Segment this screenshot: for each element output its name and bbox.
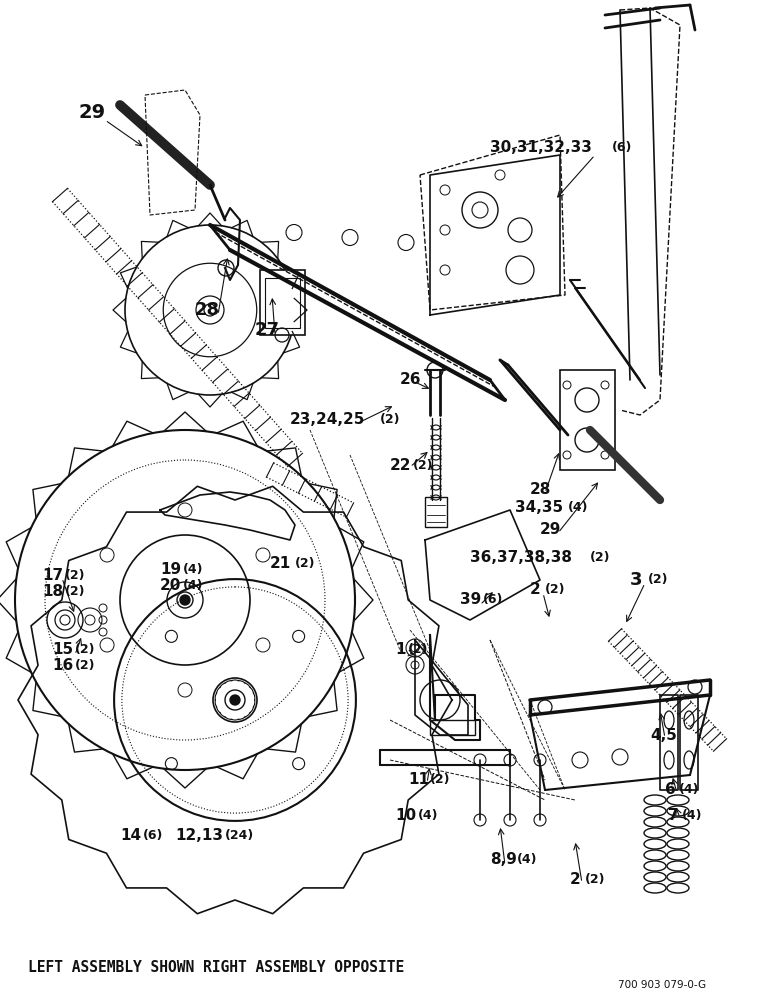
Text: (2): (2) [65, 568, 86, 582]
Circle shape [230, 695, 240, 705]
Text: (2): (2) [430, 774, 451, 786]
Text: (2): (2) [380, 414, 401, 426]
Text: 36,37,38,38: 36,37,38,38 [470, 550, 572, 566]
Text: (2): (2) [65, 585, 86, 598]
Text: (2): (2) [545, 584, 566, 596]
Text: 22: 22 [390, 458, 411, 473]
Text: 8,9: 8,9 [490, 852, 517, 867]
Bar [265, 278, 300, 328]
Text: 29: 29 [540, 522, 561, 538]
Text: 19: 19 [160, 562, 181, 578]
Text: 15: 15 [52, 643, 73, 658]
Text: (2): (2) [295, 556, 316, 570]
Text: (4): (4) [418, 808, 438, 822]
Bar [430, 720, 475, 735]
Text: 39: 39 [460, 592, 481, 607]
Bar [680, 695, 698, 790]
Text: (24): (24) [225, 828, 254, 842]
Text: (4): (4) [183, 580, 204, 592]
Text: 2: 2 [570, 872, 581, 888]
Text: 14: 14 [120, 828, 141, 842]
Text: (2): (2) [408, 644, 428, 656]
Circle shape [180, 595, 190, 605]
Text: (4): (4) [183, 564, 204, 576]
Text: (2): (2) [413, 458, 434, 472]
Text: 12,13: 12,13 [175, 828, 223, 842]
Text: 28: 28 [530, 483, 551, 497]
Bar [660, 695, 678, 790]
Text: (4): (4) [517, 854, 537, 866]
Text: (2): (2) [648, 574, 669, 586]
Text: (4): (4) [679, 784, 699, 796]
Text: (2): (2) [75, 660, 96, 672]
Text: 34,35: 34,35 [515, 500, 563, 516]
Text: 6: 6 [665, 782, 676, 798]
Text: 10: 10 [395, 808, 416, 822]
Text: (6): (6) [143, 828, 164, 842]
Text: 26: 26 [400, 372, 422, 387]
Text: 23,24,25: 23,24,25 [290, 412, 365, 428]
Text: (4): (4) [568, 502, 588, 514]
Text: 20: 20 [160, 578, 181, 593]
Bar [260, 270, 305, 335]
Text: (6): (6) [612, 141, 632, 154]
Text: (2): (2) [75, 644, 96, 656]
Text: 700 903 079-0-G: 700 903 079-0-G [618, 980, 706, 990]
Text: (6): (6) [483, 593, 503, 606]
Text: 11: 11 [408, 772, 429, 788]
Bar [425, 497, 447, 527]
Text: 3: 3 [630, 571, 642, 589]
Text: (2): (2) [585, 874, 605, 886]
Text: (4): (4) [682, 808, 703, 822]
Text: 4,5: 4,5 [650, 728, 677, 742]
Text: 2: 2 [530, 582, 540, 597]
Bar [560, 370, 615, 470]
Text: 1: 1 [395, 643, 405, 658]
Text: 21: 21 [270, 556, 291, 570]
Text: 16: 16 [52, 658, 73, 674]
Text: 29: 29 [78, 103, 105, 121]
Text: 28: 28 [195, 301, 220, 319]
Text: 27: 27 [255, 321, 280, 339]
Text: LEFT ASSEMBLY SHOWN RIGHT ASSEMBLY OPPOSITE: LEFT ASSEMBLY SHOWN RIGHT ASSEMBLY OPPOS… [28, 960, 405, 976]
Text: 18: 18 [42, 584, 63, 599]
Text: 30,31,32,33: 30,31,32,33 [490, 140, 592, 155]
Text: 7: 7 [668, 808, 679, 822]
Text: (2): (2) [590, 552, 611, 564]
Text: 17: 17 [42, 568, 63, 582]
